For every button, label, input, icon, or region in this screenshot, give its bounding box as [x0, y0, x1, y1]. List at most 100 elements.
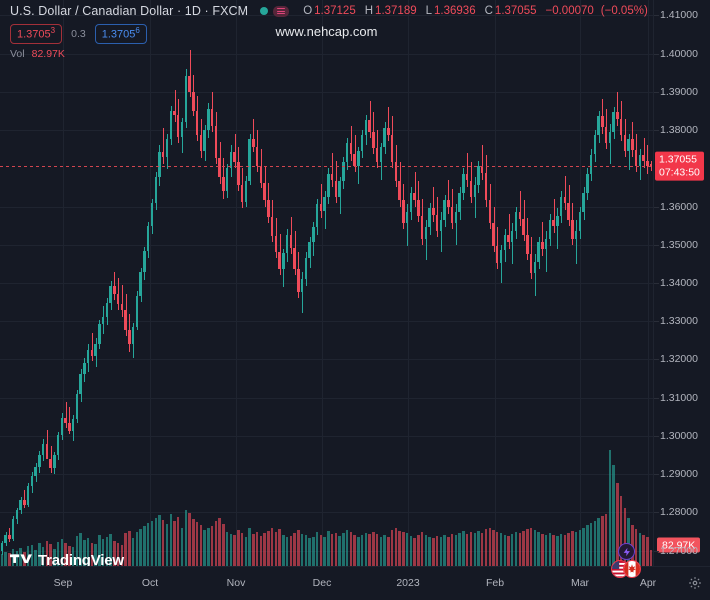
time-tick-label: 2023: [396, 577, 420, 589]
price-tick-dash: [654, 206, 659, 208]
volume-label[interactable]: Vol: [10, 48, 25, 60]
candle-body: [634, 149, 638, 166]
volume-bar: [188, 512, 191, 566]
volume-bar: [68, 545, 71, 566]
price-tick-label: 1.36000: [660, 200, 698, 213]
price-gridline: [0, 397, 653, 399]
candle-body: [143, 250, 146, 273]
volume-bar: [541, 533, 544, 566]
candle-wick: [509, 214, 510, 249]
bid-price-button[interactable]: 1.37053: [10, 23, 63, 45]
candle-body: [556, 215, 559, 227]
candle-body: [589, 154, 593, 174]
price-tick-dash: [654, 53, 659, 55]
spread-value: 0.3: [71, 28, 86, 40]
price-tick-label: 1.40000: [660, 47, 698, 60]
time-tick-label: Feb: [485, 577, 505, 589]
ohlc-open-label: O: [303, 5, 313, 17]
candle-body: [60, 417, 64, 436]
candle-wick: [475, 177, 476, 218]
candle-body: [270, 217, 274, 237]
time-gridline: [236, 0, 237, 566]
volume-bar: [327, 531, 330, 566]
candle-wick: [118, 278, 119, 310]
volume-bar: [435, 535, 439, 566]
volume-bar: [289, 536, 293, 566]
candle-body: [101, 316, 105, 324]
candle-body: [154, 177, 157, 204]
candle-wick: [253, 119, 254, 153]
volume-bar: [169, 514, 172, 566]
candle-body: [447, 200, 450, 208]
gear-icon[interactable]: [688, 576, 702, 590]
candle-body: [19, 500, 22, 511]
volume-bar: [372, 531, 375, 566]
candle-body: [98, 323, 101, 345]
volume-bar: [432, 538, 435, 566]
candle-body: [548, 219, 552, 239]
volume-bar: [177, 516, 180, 566]
bid-ask-row: 1.37053 0.3 1.37056: [10, 23, 650, 45]
volume-bar: [649, 549, 653, 566]
volume-bar: [612, 465, 615, 566]
volume-bar: [556, 536, 559, 566]
volume-bar: [278, 529, 281, 566]
volume-bar: [484, 529, 488, 566]
candle-body: [4, 534, 7, 544]
lightning-bolt-icon[interactable]: [618, 543, 635, 560]
candle-body: [417, 199, 420, 216]
price-tick-dash: [654, 359, 659, 361]
price-gridline: [0, 321, 653, 323]
price-tick-dash: [654, 91, 659, 93]
volume-bar: [334, 532, 338, 566]
volume-bar: [537, 532, 540, 566]
candle-body: [203, 130, 206, 152]
candle-body: [619, 119, 623, 136]
price-axis[interactable]: 1.37055 07:43:50 82.97K 1.41000 1.40000 1.…: [653, 0, 710, 566]
volume-bar: [162, 519, 165, 566]
volume-bar: [559, 533, 563, 566]
candle-body: [252, 139, 255, 147]
volume-bar: [405, 533, 409, 566]
candle-body: [612, 112, 615, 132]
candle-body: [473, 185, 476, 197]
candle-body: [300, 279, 304, 293]
candle-body: [207, 108, 210, 131]
list-badge-icon[interactable]: [273, 5, 290, 17]
volume-bar: [71, 547, 75, 566]
price-gridline: [0, 359, 653, 361]
symbol-title[interactable]: U.S. Dollar / Canadian Dollar · 1D · FXC…: [10, 4, 249, 18]
candle-wick: [520, 191, 521, 226]
candle-wick: [122, 284, 123, 318]
volume-bar: [315, 532, 319, 566]
volume-bar: [597, 518, 600, 566]
chart-plot-area[interactable]: [0, 0, 653, 566]
candle-body: [128, 329, 131, 345]
candle-body: [390, 134, 394, 163]
candle-body: [240, 185, 244, 202]
candle-body: [79, 374, 82, 394]
volume-bar: [642, 535, 645, 566]
candle-body: [248, 139, 251, 181]
candle-body: [188, 76, 191, 92]
time-axis[interactable]: Sep Oct Nov Dec 2023 Feb Mar Apr: [0, 566, 710, 600]
candle-body: [586, 173, 589, 193]
volume-bar: [120, 545, 124, 566]
candle-body: [177, 115, 180, 137]
candle-body: [552, 219, 555, 227]
ask-price-button[interactable]: 1.37056: [94, 23, 147, 45]
candle-body: [360, 135, 364, 151]
time-gridline: [150, 0, 151, 566]
price-countdown: 07:43:50: [659, 166, 700, 179]
candle-body: [537, 242, 540, 262]
candle-body: [533, 261, 536, 274]
candle-body: [26, 486, 30, 505]
volume-bar: [94, 544, 97, 566]
candle-body: [229, 152, 233, 169]
candle-wick: [456, 204, 457, 245]
candle-body: [514, 211, 518, 231]
candle-body: [484, 172, 488, 201]
candle-body: [8, 534, 11, 539]
volume-bar: [593, 520, 597, 566]
